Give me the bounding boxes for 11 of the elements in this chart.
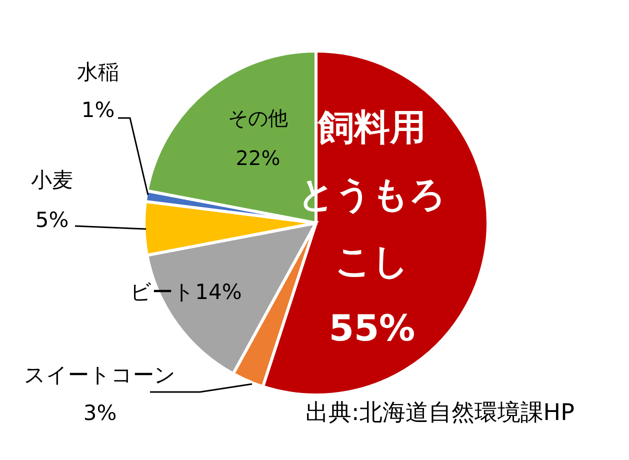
slice-label: スイートコーン xyxy=(24,363,176,387)
data-label: 5% xyxy=(35,208,69,232)
slice-label: 水稲 xyxy=(77,60,119,84)
source-note: 出典:北海道自然環境課HP xyxy=(306,400,575,426)
slice-label: その他 xyxy=(228,106,288,130)
data-label: 55% xyxy=(328,308,416,350)
data-label: 22% xyxy=(236,146,280,170)
data-label: 1% xyxy=(81,98,115,122)
slice-label: ビート14% xyxy=(130,280,242,304)
data-label: 3% xyxy=(83,401,117,425)
slice-label: 小麦 xyxy=(31,168,73,192)
